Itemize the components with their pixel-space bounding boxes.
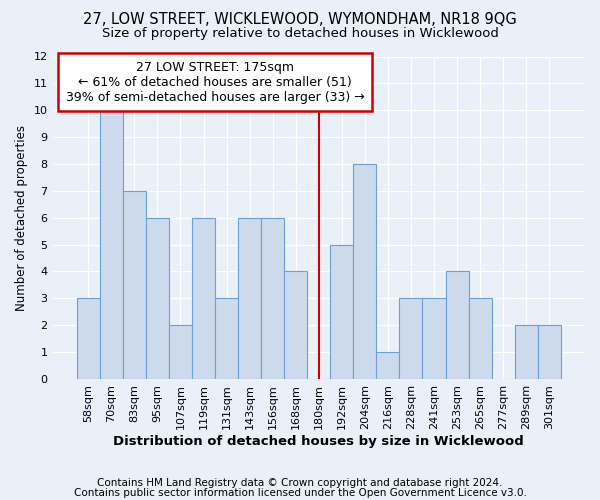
Y-axis label: Number of detached properties: Number of detached properties xyxy=(15,124,28,310)
Text: 27 LOW STREET: 175sqm
← 61% of detached houses are smaller (51)
39% of semi-deta: 27 LOW STREET: 175sqm ← 61% of detached … xyxy=(65,60,364,104)
Bar xyxy=(400,298,422,379)
Bar xyxy=(146,218,169,379)
Bar xyxy=(261,218,284,379)
Text: Size of property relative to detached houses in Wicklewood: Size of property relative to detached ho… xyxy=(101,28,499,40)
Bar xyxy=(538,325,561,379)
Bar xyxy=(353,164,376,379)
Bar xyxy=(446,272,469,379)
Text: Contains HM Land Registry data © Crown copyright and database right 2024.: Contains HM Land Registry data © Crown c… xyxy=(97,478,503,488)
Bar xyxy=(376,352,400,379)
X-axis label: Distribution of detached houses by size in Wicklewood: Distribution of detached houses by size … xyxy=(113,434,524,448)
Text: Contains public sector information licensed under the Open Government Licence v3: Contains public sector information licen… xyxy=(74,488,526,498)
Text: 27, LOW STREET, WICKLEWOOD, WYMONDHAM, NR18 9QG: 27, LOW STREET, WICKLEWOOD, WYMONDHAM, N… xyxy=(83,12,517,28)
Bar xyxy=(515,325,538,379)
Bar xyxy=(469,298,491,379)
Bar xyxy=(77,298,100,379)
Bar xyxy=(284,272,307,379)
Bar xyxy=(330,244,353,379)
Bar xyxy=(100,110,123,379)
Bar xyxy=(215,298,238,379)
Bar xyxy=(123,191,146,379)
Bar xyxy=(169,325,192,379)
Bar xyxy=(422,298,446,379)
Bar xyxy=(238,218,261,379)
Bar xyxy=(192,218,215,379)
